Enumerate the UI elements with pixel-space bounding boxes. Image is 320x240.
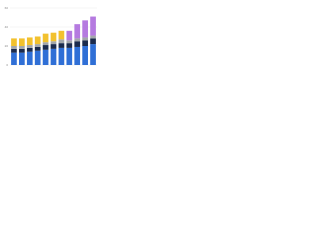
bar-segment xyxy=(90,44,96,65)
bar-segment xyxy=(11,52,17,65)
bar-segment xyxy=(34,46,41,51)
bar-segment xyxy=(50,44,57,49)
y-tick-label: 20 xyxy=(5,44,9,48)
bar-segment xyxy=(90,35,96,39)
chart: 0 20 40 60 xyxy=(5,6,97,67)
bar-segment xyxy=(90,16,96,36)
bar-segment xyxy=(82,46,88,65)
bar-segment xyxy=(66,30,73,41)
bar-segment xyxy=(50,48,57,65)
bar-segment xyxy=(11,46,17,49)
bar-segment xyxy=(58,43,65,48)
bar-segment xyxy=(19,46,25,49)
bar-segment xyxy=(74,38,81,42)
bar-segment xyxy=(50,41,57,45)
bar-segment xyxy=(11,48,17,53)
bar-segment xyxy=(34,50,41,65)
bar-segment xyxy=(66,47,73,65)
bar-segment xyxy=(82,40,88,46)
bar-segment xyxy=(74,24,81,39)
bar-segment xyxy=(26,51,33,65)
bar-segment xyxy=(34,44,41,47)
bar-segment xyxy=(90,38,96,45)
bar-segment xyxy=(19,52,25,65)
bar-segment xyxy=(42,33,49,43)
y-tick-label: 60 xyxy=(5,6,9,10)
bar-segment xyxy=(42,42,49,46)
y-tick-label: 40 xyxy=(5,25,9,29)
bar-segment xyxy=(66,43,73,48)
bar-segment xyxy=(26,45,33,48)
bar-segment xyxy=(58,30,65,40)
bar-segment xyxy=(74,41,81,47)
bar-segment xyxy=(42,45,49,50)
bar-segment xyxy=(82,20,88,38)
bar-segment xyxy=(82,37,88,41)
bar-segment xyxy=(50,32,57,42)
bar-segment xyxy=(19,38,25,46)
bar-segment xyxy=(58,47,65,65)
bar-segment xyxy=(11,38,17,46)
y-tick-label: 0 xyxy=(6,63,8,67)
bar-segment xyxy=(26,47,33,52)
bar-segment xyxy=(66,40,73,44)
bar-segment xyxy=(74,46,81,65)
bar-segment xyxy=(42,49,49,65)
bar-segment xyxy=(26,37,33,46)
bar-segment xyxy=(34,36,41,45)
bar-segment xyxy=(58,39,65,44)
bar-segment xyxy=(19,48,25,53)
